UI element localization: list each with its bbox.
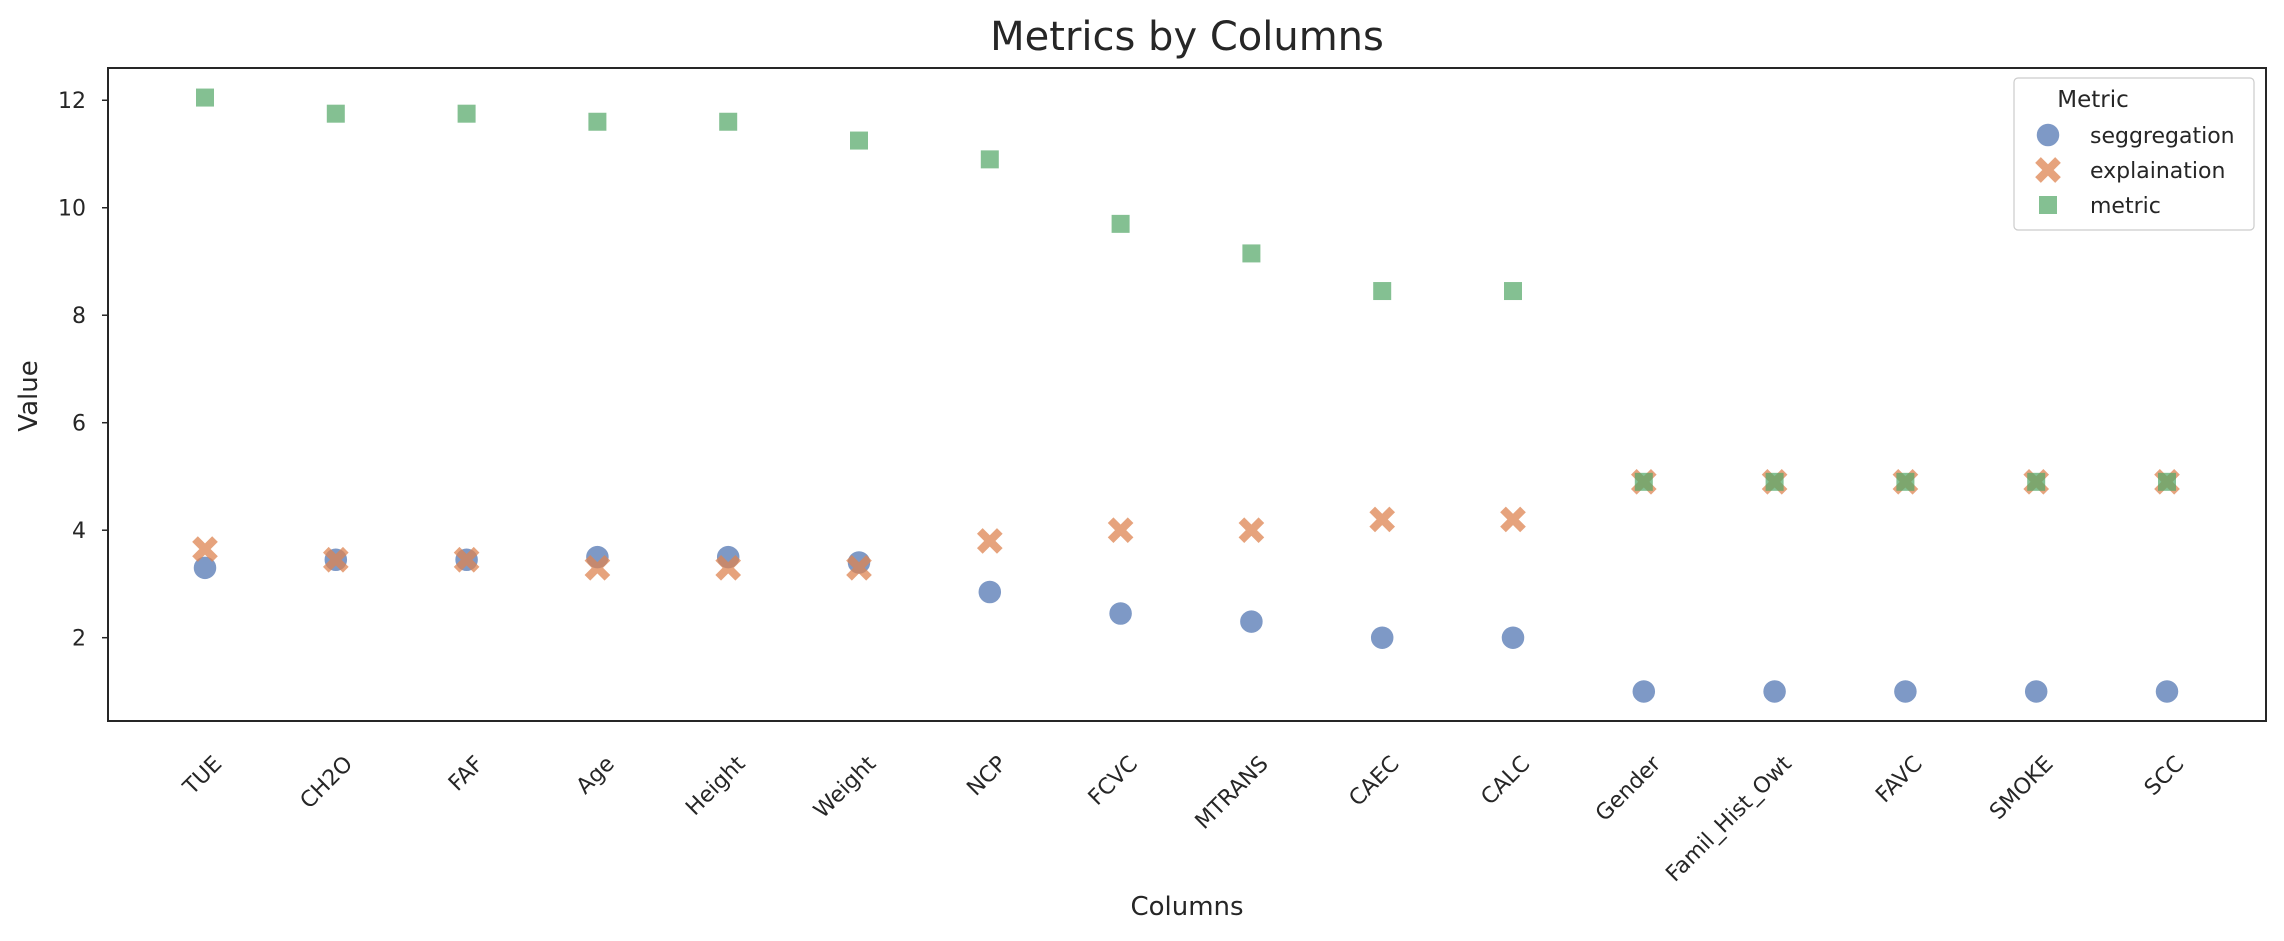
legend-label: seggregation — [2090, 124, 2235, 149]
x-marker-stroke — [1369, 506, 1396, 533]
data-point — [2027, 472, 2046, 491]
data-point — [1500, 624, 1526, 651]
chart-title: Metrics by Columns — [990, 14, 1384, 60]
plot-frame — [107, 67, 2267, 722]
series-metric — [196, 88, 2176, 491]
data-point — [196, 88, 214, 107]
legend-box — [2013, 77, 2255, 231]
x-marker-stroke — [976, 528, 1003, 554]
data-point — [1761, 678, 1788, 705]
x-marker-stroke — [2035, 157, 2061, 183]
y-tick-label: 12 — [58, 89, 86, 114]
x-marker-stroke — [846, 554, 872, 581]
data-point — [1373, 282, 1392, 301]
data-point — [1892, 678, 1919, 705]
data-point — [2023, 678, 2049, 705]
data-point — [977, 579, 1003, 605]
data-point — [1238, 608, 1265, 635]
y-tick-label: 8 — [72, 304, 86, 329]
data-point — [192, 536, 218, 562]
data-point — [192, 555, 218, 581]
data-point — [1238, 517, 1265, 544]
y-tick-label: 2 — [72, 627, 86, 652]
legend-marker-explaination — [2035, 157, 2061, 183]
data-point — [1107, 600, 1134, 627]
data-point — [326, 104, 345, 123]
data-point — [1111, 214, 1130, 233]
data-point — [1500, 506, 1526, 533]
data-point — [715, 554, 742, 581]
data-point — [976, 528, 1003, 554]
data-point — [980, 150, 999, 169]
x-marker-stroke — [715, 554, 742, 581]
legend-marker-metric — [2039, 196, 2057, 214]
x-marker-stroke — [1500, 506, 1526, 533]
data-point — [2158, 472, 2176, 491]
data-point — [588, 112, 607, 131]
x-marker-stroke — [584, 554, 611, 581]
legend-title: Metric — [2057, 87, 2129, 113]
x-marker-stroke — [322, 546, 349, 573]
x-marker-stroke — [192, 536, 218, 562]
data-point — [453, 546, 480, 573]
legend-marker-seggregation — [2035, 122, 2061, 148]
data-point — [1369, 506, 1396, 533]
data-point — [322, 546, 349, 573]
y-tick-label: 10 — [58, 197, 86, 222]
data-point — [846, 554, 872, 581]
data-point — [1504, 282, 1522, 301]
legend-label: metric — [2090, 194, 2161, 219]
x-marker-stroke — [1107, 517, 1134, 544]
data-point — [457, 104, 476, 123]
data-point — [719, 112, 738, 131]
data-point — [2154, 678, 2180, 705]
data-point — [584, 554, 611, 581]
data-point — [1634, 472, 1653, 491]
x-axis-label: Columns — [1130, 892, 1243, 922]
data-point — [1107, 517, 1134, 544]
x-marker-stroke — [1238, 517, 1265, 544]
data-point — [850, 131, 868, 150]
data-point — [1896, 472, 1915, 491]
data-point — [1765, 472, 1784, 491]
y-tick-label: 6 — [72, 412, 86, 437]
y-axis-label: Value — [14, 360, 44, 431]
y-tick-label: 4 — [72, 519, 86, 544]
data-point — [1369, 624, 1395, 651]
data-point — [1242, 244, 1261, 263]
legend-label: explaination — [2090, 159, 2225, 184]
x-marker-stroke — [453, 546, 480, 573]
legend: Metric seggregation explaination metric — [2013, 77, 2255, 231]
data-point — [1631, 678, 1657, 705]
